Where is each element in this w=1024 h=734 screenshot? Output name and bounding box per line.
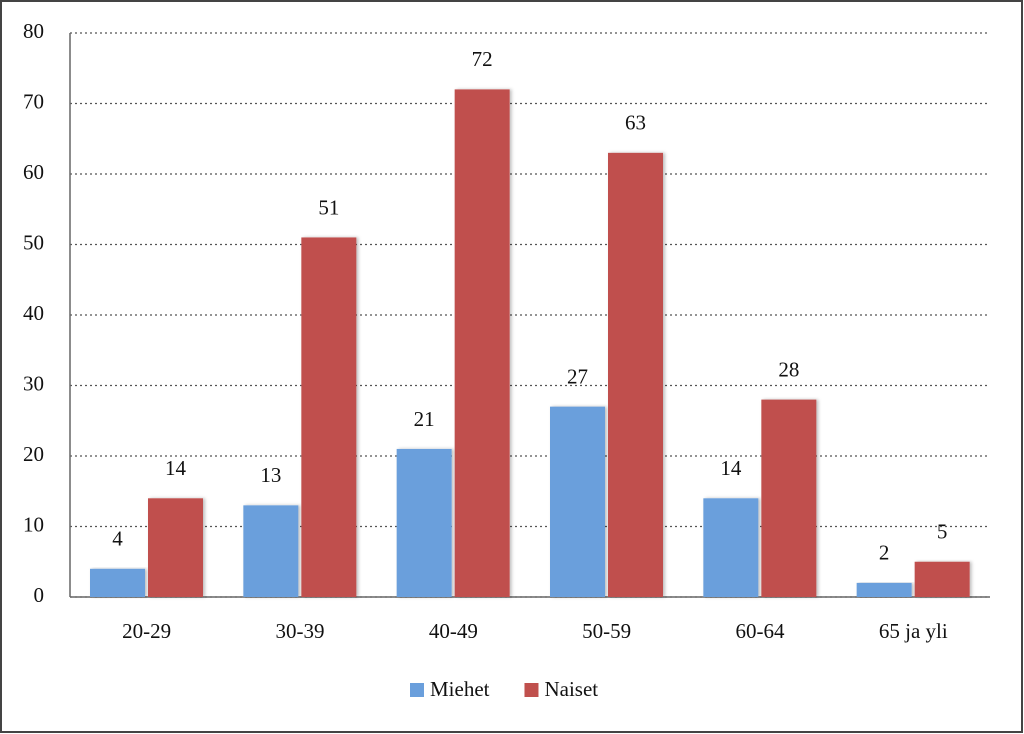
x-tick-label: 20-29 <box>122 619 171 643</box>
bar <box>454 89 510 598</box>
data-label: 14 <box>720 456 742 480</box>
data-label: 72 <box>472 47 493 71</box>
bar <box>914 561 970 597</box>
legend-swatch <box>410 683 424 697</box>
y-tick-label: 30 <box>23 371 44 395</box>
data-label: 28 <box>778 357 799 381</box>
x-tick-label: 30-39 <box>276 619 325 643</box>
data-label: 63 <box>625 111 646 135</box>
y-tick-label: 40 <box>23 301 44 325</box>
data-label: 51 <box>318 195 339 219</box>
bar <box>550 406 605 597</box>
y-tick-label: 10 <box>23 512 44 536</box>
y-tick-label: 20 <box>23 442 44 466</box>
legend-swatch <box>524 683 539 697</box>
y-tick-label: 70 <box>23 89 44 113</box>
x-tick-label: 40-49 <box>429 619 478 643</box>
bar <box>761 399 817 597</box>
legend-label: Naiset <box>544 677 598 701</box>
bar <box>703 498 759 597</box>
x-tick-label: 60-64 <box>736 619 785 643</box>
data-label: 5 <box>937 520 948 544</box>
y-tick-label: 50 <box>23 230 44 254</box>
data-label: 21 <box>414 407 435 431</box>
data-label: 4 <box>112 527 123 551</box>
x-tick-label: 65 ja yli <box>879 619 948 643</box>
data-label: 13 <box>260 463 281 487</box>
y-tick-label: 60 <box>23 160 44 184</box>
legend-label: Miehet <box>430 677 490 701</box>
data-label: 27 <box>567 364 588 388</box>
bar <box>148 498 203 597</box>
x-tick-label: 50-59 <box>582 619 631 643</box>
y-tick-label: 0 <box>34 583 45 607</box>
bar <box>301 237 357 597</box>
bar <box>396 448 452 597</box>
y-tick-label: 80 <box>23 19 44 43</box>
bar <box>856 582 912 597</box>
bar <box>608 152 663 597</box>
bar <box>243 505 299 597</box>
bar <box>90 568 145 597</box>
data-label: 2 <box>879 541 890 565</box>
data-label: 14 <box>165 456 187 480</box>
